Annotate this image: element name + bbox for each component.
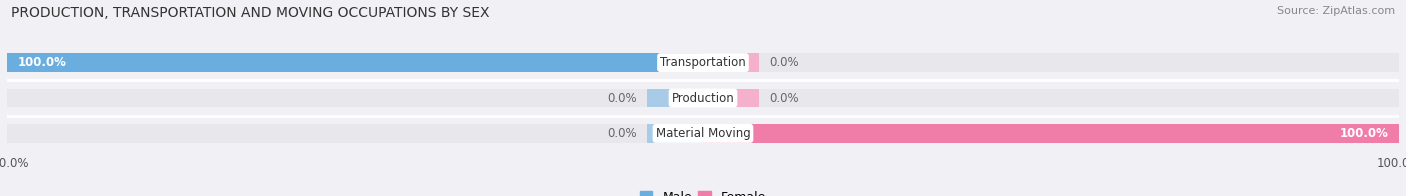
Text: Production: Production	[672, 92, 734, 104]
Bar	[647, 124, 703, 143]
Text: Source: ZipAtlas.com: Source: ZipAtlas.com	[1277, 6, 1395, 16]
Text: PRODUCTION, TRANSPORTATION AND MOVING OCCUPATIONS BY SEX: PRODUCTION, TRANSPORTATION AND MOVING OC…	[11, 6, 489, 20]
Text: 100.0%: 100.0%	[1340, 127, 1389, 140]
Bar	[703, 89, 759, 107]
Bar	[647, 89, 703, 107]
Text: 0.0%: 0.0%	[607, 127, 637, 140]
Text: 0.0%: 0.0%	[769, 92, 799, 104]
Text: 100.0%: 100.0%	[17, 56, 66, 69]
Bar	[703, 53, 759, 72]
Text: 0.0%: 0.0%	[607, 92, 637, 104]
Bar	[703, 124, 1399, 143]
Bar	[7, 53, 1399, 72]
Legend: Male, Female: Male, Female	[640, 191, 766, 196]
Text: Transportation: Transportation	[661, 56, 745, 69]
Text: 0.0%: 0.0%	[769, 56, 799, 69]
Bar	[7, 89, 1399, 107]
Bar	[7, 53, 703, 72]
Text: Material Moving: Material Moving	[655, 127, 751, 140]
Bar	[7, 124, 1399, 143]
